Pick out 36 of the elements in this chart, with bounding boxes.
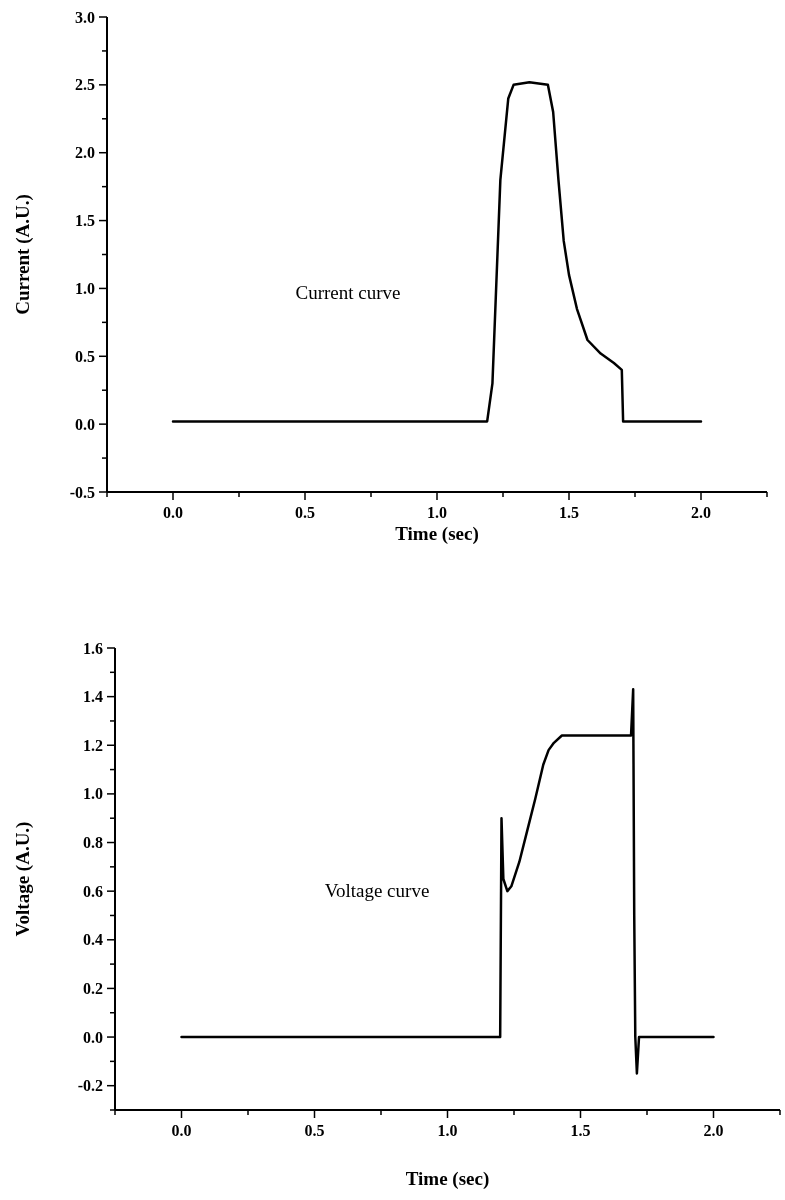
y-tick-label: 0.5 bbox=[75, 347, 95, 365]
x-axis-title: Time (sec) bbox=[405, 1168, 490, 1190]
x-tick-label: 1.5 bbox=[570, 1122, 591, 1139]
annotation: Current curve bbox=[295, 281, 401, 303]
x-tick-label: 0.5 bbox=[295, 504, 315, 521]
x-tick-label: 1.0 bbox=[427, 504, 447, 521]
x-tick-label: 2.0 bbox=[703, 1122, 724, 1139]
x-tick-label: 1.0 bbox=[437, 1122, 458, 1139]
x-tick-label: 0.5 bbox=[304, 1122, 325, 1139]
x-tick-label: 0.0 bbox=[171, 1122, 192, 1139]
y-tick-label: 3.0 bbox=[75, 8, 95, 26]
y-tick-label: 2.5 bbox=[75, 76, 95, 94]
y-tick-label: -0.2 bbox=[77, 1077, 103, 1095]
y-tick-label: 1.5 bbox=[75, 212, 95, 230]
line-series bbox=[180, 688, 715, 1075]
y-tick-label: 1.0 bbox=[75, 280, 95, 298]
y-tick-label: 0.6 bbox=[83, 882, 103, 900]
y-tick-label: 1.4 bbox=[83, 688, 103, 706]
x-tick-label: 2.0 bbox=[691, 504, 711, 521]
annotation: Voltage curve bbox=[324, 879, 430, 901]
y-tick-label: -0.5 bbox=[69, 483, 95, 501]
y-axis-title: Current (A.U.) bbox=[11, 194, 34, 315]
y-tick-label: 1.2 bbox=[83, 736, 103, 754]
y-tick-label: 0.8 bbox=[83, 834, 103, 852]
x-tick-label: 0.0 bbox=[163, 504, 183, 521]
y-tick-label: 0.4 bbox=[83, 931, 103, 949]
y-tick-label: 1.0 bbox=[83, 785, 103, 803]
y-tick-label: 0.2 bbox=[83, 980, 103, 998]
y-axis-title: Voltage (A.U.) bbox=[11, 821, 34, 937]
y-tick-label: 2.0 bbox=[75, 144, 95, 162]
x-axis-title: Time (sec) bbox=[395, 523, 479, 545]
line-series bbox=[171, 80, 703, 423]
y-tick-label: 0.0 bbox=[75, 415, 95, 433]
x-tick-label: 1.5 bbox=[559, 504, 579, 521]
y-tick-label: 0.0 bbox=[83, 1028, 103, 1046]
y-tick-label: 1.6 bbox=[83, 639, 103, 657]
